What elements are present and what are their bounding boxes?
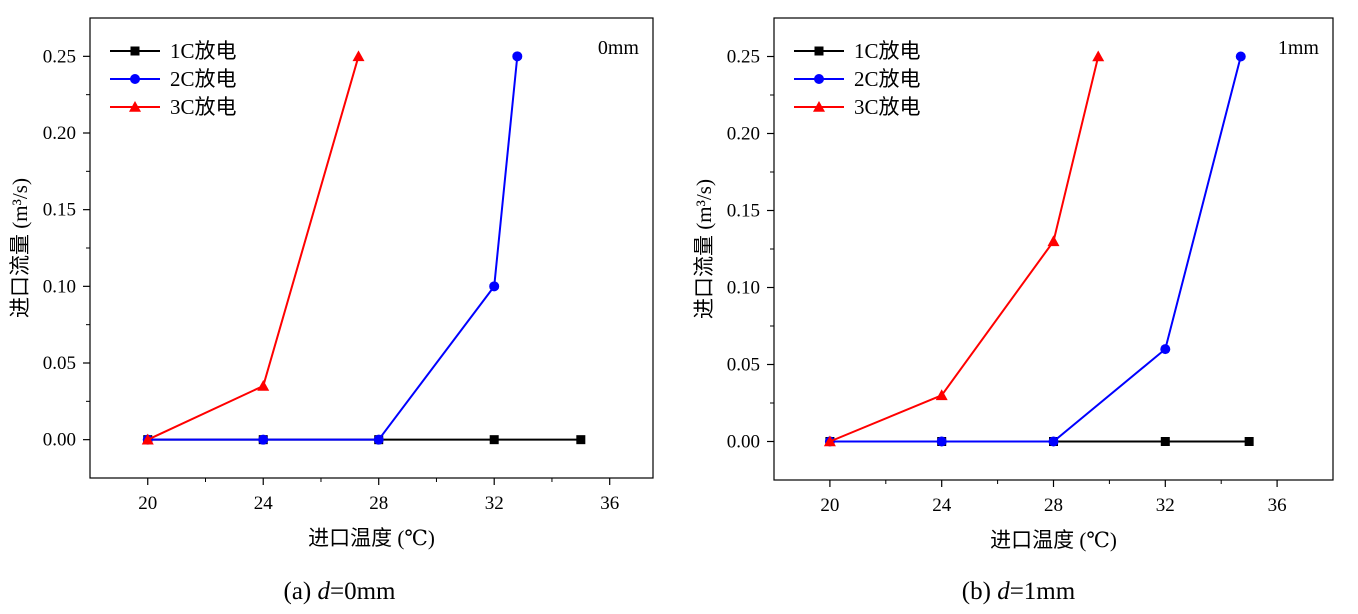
legend-marker — [129, 101, 141, 112]
y-tick-label: 0.15 — [727, 201, 760, 222]
caption-b-var: d — [997, 578, 1010, 605]
legend-label: 3C放电 — [854, 95, 921, 119]
legend-marker — [130, 74, 140, 84]
x-axis-label: 进口温度 (℃) — [990, 528, 1117, 552]
legend-label: 2C放电 — [170, 67, 237, 91]
y-tick-label: 0.25 — [43, 46, 76, 67]
legend-marker — [130, 46, 140, 56]
data-point — [512, 51, 523, 62]
panel-annotation: 0mm — [598, 37, 640, 59]
x-tick-label: 28 — [1044, 495, 1063, 516]
caption-b: (b) d=1mm — [679, 578, 1358, 606]
data-point — [1244, 437, 1254, 446]
y-tick-label: 0.05 — [727, 355, 760, 376]
data-point — [1047, 235, 1060, 247]
data-point — [489, 435, 499, 445]
legend-marker — [813, 101, 825, 112]
y-tick-label: 0.00 — [727, 432, 760, 453]
x-tick-label: 36 — [1268, 495, 1287, 516]
legend-item-1: 1C放电 — [794, 39, 921, 63]
data-point — [1160, 344, 1171, 355]
legend-item-3: 3C放电 — [794, 95, 921, 119]
caption-a-var: d — [317, 578, 331, 605]
y-tick-label: 0.15 — [43, 200, 76, 221]
data-point — [1160, 437, 1170, 446]
x-tick-label: 32 — [1156, 495, 1175, 516]
legend-item-1: 1C放电 — [110, 39, 237, 63]
caption-a: (a) d=0mm — [0, 578, 679, 606]
series-2 — [824, 51, 1246, 447]
figure-panel-b: 20 24 28 32 36 0.00 0.05 0.10 0.15 0.20 0.25 进口温度 (… — [679, 0, 1358, 614]
x-tick-label: 24 — [254, 493, 274, 514]
data-point — [258, 434, 269, 445]
y-tick-label: 0.20 — [43, 123, 76, 144]
x-tick-label: 20 — [138, 493, 157, 514]
x-tick-label: 28 — [369, 493, 388, 514]
y-axis-label: 进口流量 (m³/s) — [8, 178, 32, 318]
x-tick-label: 32 — [485, 493, 504, 514]
data-point — [489, 281, 500, 292]
series-line — [829, 56, 1100, 443]
y-tick-label: 0.10 — [43, 276, 76, 297]
data-point — [1092, 50, 1105, 62]
y-tick-label: 0.00 — [43, 430, 76, 451]
data-point — [141, 433, 154, 445]
y-tick-label: 0.10 — [727, 278, 760, 299]
data-point — [373, 434, 384, 445]
caption-a-prefix: (a) — [283, 578, 318, 605]
x-tick-label: 24 — [932, 495, 952, 516]
legend-item-3: 3C放电 — [110, 95, 237, 119]
data-point — [935, 389, 948, 401]
y-tick-label: 0.25 — [727, 47, 760, 68]
series-3 — [823, 50, 1105, 447]
legend-label: 2C放电 — [854, 67, 921, 91]
figure-panel-a: 20 24 28 32 36 0.00 0.05 0.10 0.15 0.20 0.25 进口温度 (… — [0, 17, 679, 606]
x-tick-label: 36 — [600, 493, 619, 514]
legend-item-2: 2C放电 — [110, 67, 237, 91]
y-tick-label: 0.20 — [727, 124, 760, 145]
data-point — [352, 50, 365, 62]
data-point — [823, 435, 836, 447]
caption-a-suffix: =0mm — [330, 578, 396, 605]
data-point — [936, 436, 947, 447]
legend-label: 1C放电 — [170, 39, 237, 63]
x-tick-label: 20 — [820, 495, 839, 516]
panel-annotation: 1mm — [1278, 37, 1320, 59]
legend-marker — [814, 74, 824, 84]
y-tick-label: 0.05 — [43, 353, 76, 374]
chart-b: 20 24 28 32 36 0.00 0.05 0.10 0.15 0.20 0.25 进口温度 (… — [692, 17, 1334, 552]
data-point — [576, 435, 586, 445]
legend-item-2: 2C放电 — [794, 67, 921, 91]
legend-label: 3C放电 — [170, 95, 237, 119]
chart-a: 20 24 28 32 36 0.00 0.05 0.10 0.15 0.20 0.25 进口温度 (… — [8, 17, 654, 550]
x-axis-label: 进口温度 (℃) — [308, 526, 435, 550]
data-point — [1235, 51, 1246, 62]
legend-marker — [814, 46, 824, 56]
caption-b-suffix: =1mm — [1009, 578, 1076, 605]
legend-label: 1C放电 — [854, 39, 921, 63]
data-point — [1048, 436, 1059, 447]
data-point — [257, 380, 270, 391]
series-3 — [141, 50, 365, 445]
y-axis-label: 进口流量 (m³/s) — [692, 179, 716, 319]
caption-b-prefix: (b) — [961, 578, 998, 605]
